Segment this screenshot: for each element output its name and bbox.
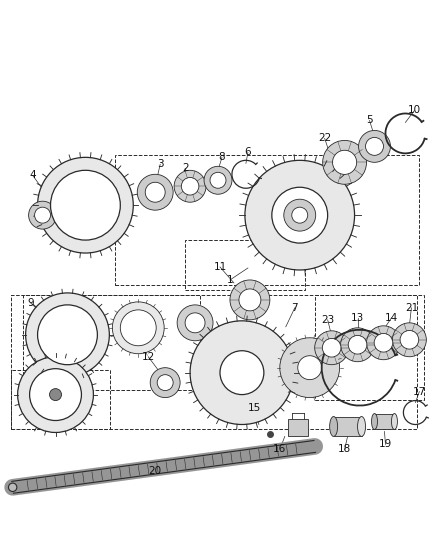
Text: 12: 12 (141, 352, 155, 362)
Text: 13: 13 (351, 313, 364, 323)
Circle shape (245, 160, 355, 270)
Circle shape (181, 177, 199, 195)
Text: 7: 7 (291, 303, 298, 313)
Circle shape (28, 201, 57, 229)
Circle shape (49, 389, 61, 401)
Circle shape (284, 199, 316, 231)
Circle shape (272, 187, 328, 243)
Circle shape (359, 131, 390, 163)
Circle shape (25, 293, 110, 377)
Text: 6: 6 (244, 147, 251, 157)
Circle shape (332, 150, 357, 174)
Bar (374, 414, 395, 430)
Circle shape (210, 172, 226, 188)
Text: 9: 9 (27, 298, 34, 308)
Text: 4: 4 (29, 170, 36, 180)
Text: 16: 16 (273, 445, 286, 455)
Text: 17: 17 (413, 386, 426, 397)
Bar (115, 155, 419, 285)
Text: 19: 19 (379, 439, 392, 449)
Text: 23: 23 (321, 315, 334, 325)
Text: 1: 1 (226, 275, 233, 285)
Circle shape (220, 351, 264, 394)
Text: 21: 21 (405, 303, 418, 313)
Circle shape (322, 338, 341, 357)
Circle shape (230, 280, 270, 320)
Circle shape (341, 328, 374, 362)
Circle shape (177, 305, 213, 341)
Circle shape (38, 305, 97, 365)
Ellipse shape (357, 416, 366, 437)
Circle shape (30, 369, 81, 421)
Circle shape (18, 357, 93, 432)
Text: 3: 3 (157, 159, 163, 169)
Circle shape (112, 302, 164, 354)
Text: 15: 15 (248, 402, 261, 413)
Circle shape (120, 310, 156, 346)
Text: 2: 2 (182, 163, 188, 173)
Ellipse shape (330, 416, 338, 437)
Text: 5: 5 (366, 116, 373, 125)
Circle shape (348, 335, 367, 354)
Circle shape (157, 375, 173, 391)
Circle shape (50, 171, 120, 240)
Text: 8: 8 (219, 152, 225, 163)
Circle shape (8, 483, 17, 491)
Circle shape (35, 207, 50, 223)
Bar (11, 295, 417, 430)
Bar (23, 295, 200, 390)
Circle shape (314, 331, 349, 365)
Circle shape (185, 313, 205, 333)
Circle shape (150, 368, 180, 398)
Circle shape (400, 330, 419, 349)
Text: 18: 18 (338, 445, 351, 455)
Circle shape (280, 338, 339, 398)
Bar (314, 295, 424, 400)
Bar (334, 416, 361, 437)
Circle shape (374, 334, 393, 352)
Circle shape (367, 326, 400, 360)
Bar (185, 240, 305, 290)
Bar (11, 370, 110, 430)
Circle shape (137, 174, 173, 210)
Text: 20: 20 (148, 466, 162, 477)
Circle shape (298, 356, 321, 379)
Circle shape (323, 140, 367, 184)
Circle shape (204, 166, 232, 194)
Ellipse shape (371, 414, 378, 430)
Ellipse shape (392, 414, 397, 430)
Circle shape (239, 289, 261, 311)
Text: 14: 14 (385, 313, 398, 323)
Circle shape (392, 323, 426, 357)
Circle shape (174, 171, 206, 202)
Text: 22: 22 (318, 133, 331, 143)
Text: 11: 11 (213, 262, 226, 272)
Circle shape (38, 157, 133, 253)
Text: 10: 10 (408, 106, 421, 116)
Circle shape (190, 321, 294, 424)
Circle shape (292, 207, 308, 223)
Bar (288, 418, 308, 437)
Circle shape (366, 138, 384, 155)
Circle shape (145, 182, 165, 202)
